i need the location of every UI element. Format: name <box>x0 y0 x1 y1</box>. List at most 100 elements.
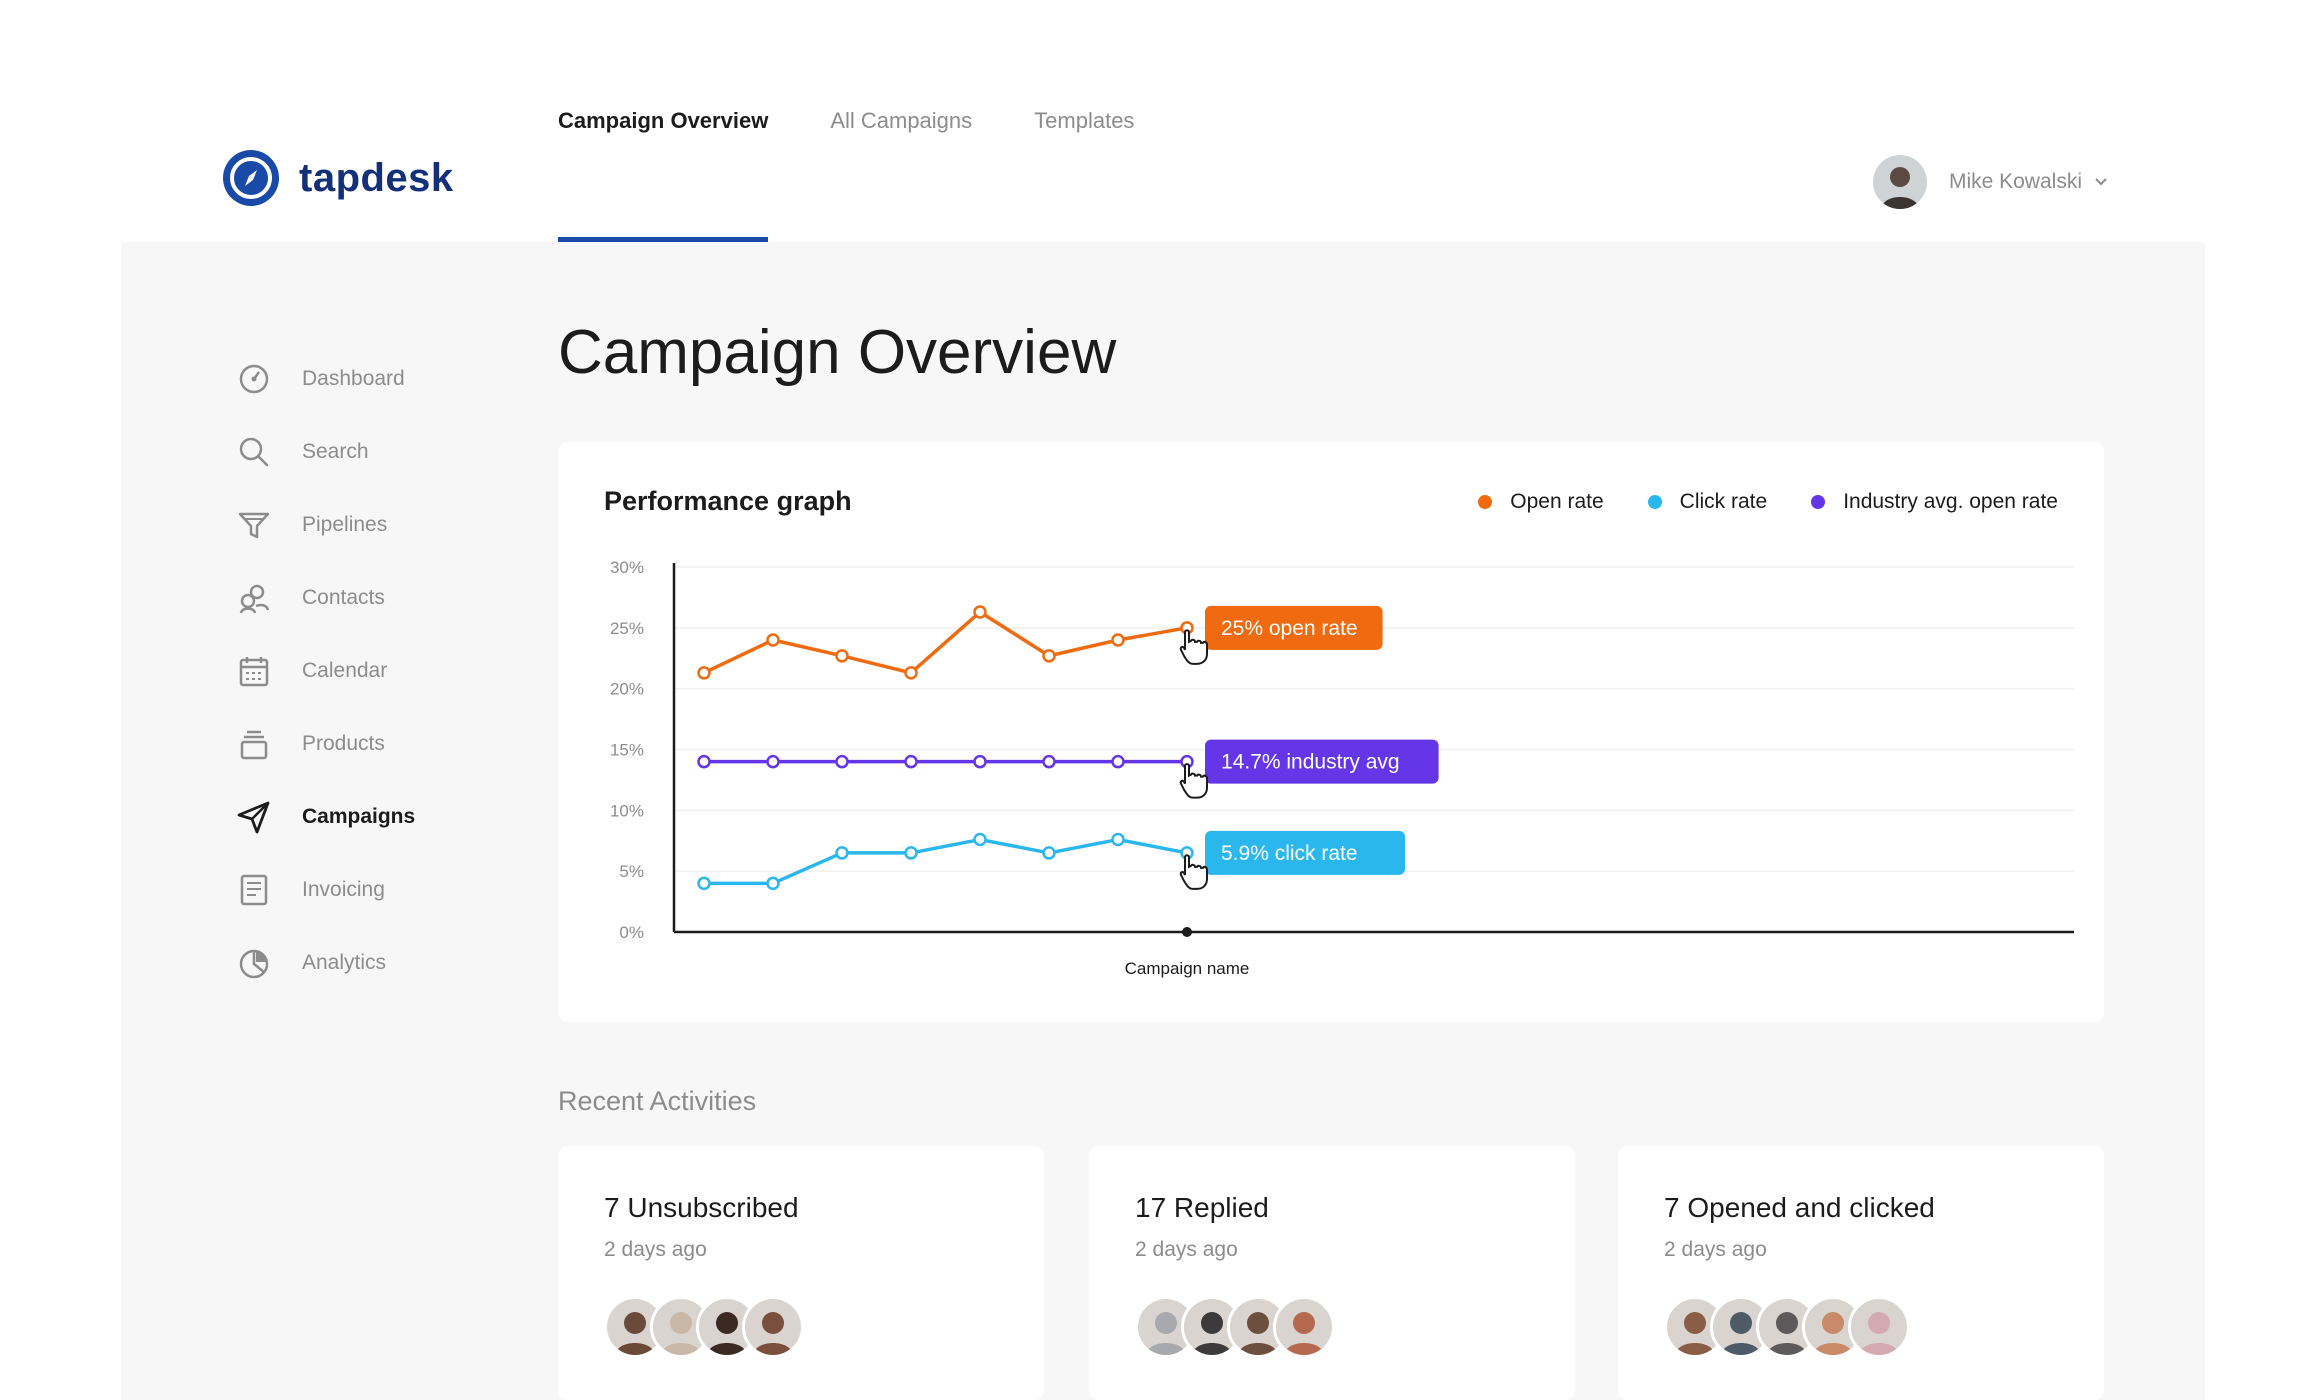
y-tick-label: 30% <box>610 558 644 577</box>
sidebar-item-calendar[interactable]: Calendar <box>236 634 415 707</box>
legend-item-open-rate[interactable]: Open rate <box>1478 490 1604 514</box>
legend-dot <box>1811 495 1826 509</box>
sidebar-item-contacts[interactable]: Contacts <box>236 561 415 634</box>
sidebar-item-label: Pipelines <box>302 512 388 536</box>
calendar-icon <box>239 656 269 686</box>
data-point <box>1111 633 1125 647</box>
data-point <box>973 605 987 619</box>
invoice-icon <box>240 874 268 905</box>
data-point <box>973 832 987 847</box>
avatar <box>1664 1296 1726 1358</box>
series-line <box>703 610 1188 675</box>
sidebar-item-analytics[interactable]: Analytics <box>236 926 415 999</box>
series-line <box>704 837 1188 886</box>
y-tick-label: 5% <box>619 862 644 881</box>
sidebar-item-label: Analytics <box>302 950 387 974</box>
legend-dot <box>1478 495 1493 509</box>
tab-all-campaigns[interactable]: All Campaigns <box>830 108 973 133</box>
sidebar-item-label: Dashboard <box>302 366 405 390</box>
activity-time: 2 days ago <box>1135 1238 1238 1261</box>
data-point <box>1042 649 1056 663</box>
avatar <box>1273 1296 1335 1358</box>
legend-dot <box>1647 495 1662 509</box>
chevron-down-icon <box>2095 178 2107 186</box>
activity-card-replied[interactable]: 17 Replied 2 days ago <box>1089 1146 1575 1400</box>
data-point <box>904 754 918 769</box>
data-point <box>1111 754 1125 769</box>
pie-chart-icon <box>239 949 269 978</box>
avatar <box>1848 1296 1910 1358</box>
hand-cursor-shape <box>1179 854 1208 890</box>
data-point <box>835 754 849 769</box>
hand-cursor-icon <box>1179 763 1208 799</box>
activity-time: 2 days ago <box>1664 1238 1767 1261</box>
y-tick-label: 0% <box>619 923 644 942</box>
performance-chart: 0% 5% 10% 15% 20% 25% 30% Campaign name 25% open… <box>610 558 2074 978</box>
sidebar-item-dashboard[interactable]: Dashboard <box>236 342 415 415</box>
tooltip-text: 14.7% industry avg <box>1221 751 1400 774</box>
products-icon <box>240 730 268 759</box>
hand-cursor-shape <box>1179 629 1208 665</box>
sidebar-item-label: Contacts <box>302 585 385 609</box>
user-photo-icon <box>1872 155 1927 209</box>
x-axis-marker <box>1182 927 1192 937</box>
legend-label: Open rate <box>1510 490 1604 513</box>
avatar-group <box>1664 1296 1910 1358</box>
sidebar-item-campaigns[interactable]: Campaigns <box>236 780 415 853</box>
data-point <box>973 754 987 769</box>
contacts-icon <box>239 584 270 613</box>
legend-label: Click rate <box>1679 490 1768 513</box>
sidebar: Dashboard Search Pipelines Contacts <box>236 342 415 999</box>
data-point <box>904 846 918 860</box>
data-point <box>1042 846 1056 860</box>
funnel-icon <box>238 512 270 538</box>
tooltip-badge <box>1205 605 1383 650</box>
avatar <box>742 1296 804 1358</box>
user-menu[interactable]: Mike Kowalski <box>1872 155 2108 209</box>
legend-item-click-rate[interactable]: Click rate <box>1647 490 1768 514</box>
x-axis-label: Campaign name <box>1125 959 1250 978</box>
sidebar-item-pipelines[interactable]: Pipelines <box>236 488 415 561</box>
sidebar-item-search[interactable]: Search <box>236 415 415 488</box>
sidebar-item-label: Calendar <box>302 658 388 682</box>
data-point <box>697 876 711 891</box>
data-point <box>835 649 849 663</box>
user-name: Mike Kowalski <box>1948 170 2082 193</box>
sidebar-item-label: Products <box>302 731 385 755</box>
activity-title: 17 Replied <box>1135 1192 1269 1223</box>
top-header: tapdesk Campaign Overview All Campaigns … <box>0 0 2320 242</box>
paper-plane-icon <box>237 801 270 833</box>
tooltip-text: 5.9% click rate <box>1221 842 1358 865</box>
activity-card-opened-clicked[interactable]: 7 Opened and clicked 2 days ago <box>1618 1146 2104 1400</box>
tab-templates[interactable]: Templates <box>1034 108 1135 133</box>
data-point <box>697 754 711 769</box>
hand-cursor-icon <box>1179 854 1208 890</box>
avatar <box>1227 1296 1289 1358</box>
app-name: tapdesk <box>299 155 454 200</box>
tab-campaign-overview[interactable]: Campaign Overview <box>558 0 769 242</box>
data-point <box>766 754 780 769</box>
graph-title: Performance graph <box>604 486 852 516</box>
avatar <box>1872 155 1927 209</box>
sidebar-item-products[interactable]: Products <box>236 707 415 780</box>
dashboard-icon <box>239 364 269 393</box>
sidebar-item-label: Search <box>302 439 369 463</box>
performance-graph-card: Performance graph Open rate Click rate I… <box>558 442 2104 1022</box>
chart-legend: Open rate Click rate Industry avg. open … <box>1434 490 2058 514</box>
tooltip-badge <box>1205 739 1439 784</box>
activity-title: 7 Unsubscribed <box>604 1192 799 1223</box>
data-point <box>835 846 849 860</box>
data-point <box>1111 832 1125 847</box>
tooltip-text: 25% open rate <box>1221 617 1358 640</box>
data-point <box>904 666 918 680</box>
y-tick-label: 20% <box>610 680 644 699</box>
activity-title: 7 Opened and clicked <box>1664 1192 1935 1223</box>
activity-card-unsubscribed[interactable]: 7 Unsubscribed 2 days ago <box>558 1146 1044 1400</box>
data-point <box>697 666 711 680</box>
avatar-group <box>604 1296 804 1358</box>
legend-label: Industry avg. open rate <box>1843 490 2058 513</box>
sidebar-item-invoicing[interactable]: Invoicing <box>236 853 415 926</box>
legend-item-industry-avg[interactable]: Industry avg. open rate <box>1811 490 2058 514</box>
y-tick-label: 25% <box>610 619 644 638</box>
logo[interactable]: tapdesk <box>223 150 454 206</box>
